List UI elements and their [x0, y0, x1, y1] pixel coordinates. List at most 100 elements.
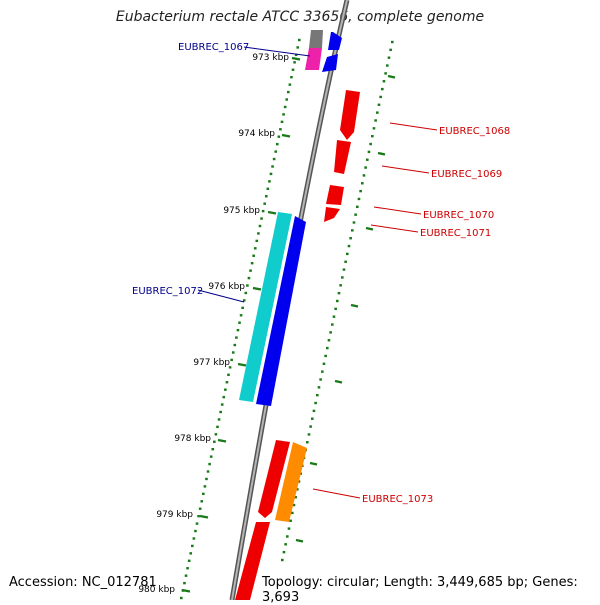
scale-dot: [292, 503, 296, 507]
scale-dot: [377, 103, 381, 106]
gene-label[interactable]: EUBREC_1070: [423, 210, 494, 221]
gene-label[interactable]: EUBREC_1069: [431, 169, 502, 180]
scale-dot: [354, 213, 357, 216]
inner-track-genes: [235, 30, 323, 600]
scale-dot: [331, 323, 334, 326]
scale-dot: [391, 40, 394, 44]
tick-label: 977 kbp: [193, 358, 230, 368]
scale-dot: [208, 462, 211, 466]
scale-dot: [266, 187, 270, 190]
scale-dot: [186, 567, 189, 570]
gene-labels: EUBREC_1067 EUBREC_1068 EUBREC_1069 EUBREC_…: [132, 42, 510, 505]
tick-mark: [237, 362, 247, 367]
minor-tick-mark: [309, 461, 318, 466]
scale-dot: [381, 87, 384, 91]
scale-dot: [241, 306, 244, 310]
scale-dot: [268, 180, 271, 183]
scale-dot: [334, 307, 337, 311]
scale-dot: [329, 331, 332, 334]
scale-dot: [236, 328, 240, 332]
scale-dot: [217, 418, 221, 421]
gene-label[interactable]: EUBREC_1067: [178, 42, 249, 53]
tick-mark: [267, 210, 277, 215]
scale-dot: [197, 514, 200, 518]
scale-dot: [361, 182, 364, 185]
minor-tick-mark: [377, 151, 386, 156]
tick-label: 976 kbp: [208, 282, 245, 292]
scale-dot: [291, 511, 294, 515]
scale-dot: [336, 299, 339, 303]
scale-dot: [252, 254, 255, 257]
scale-dot: [291, 68, 295, 71]
scale-dot: [233, 343, 237, 347]
scale-dot: [261, 209, 265, 213]
scale-dot: [371, 134, 374, 138]
gene-EUBREC_1070[interactable]: [326, 185, 344, 205]
gene-red-inner-1[interactable]: [258, 440, 290, 518]
scale-dot: [321, 370, 324, 373]
scale-dot: [274, 150, 277, 153]
gene-red-inner-2[interactable]: [235, 522, 270, 600]
scale-dot: [306, 441, 309, 444]
scale-dot: [386, 64, 389, 67]
tick-mark: [252, 286, 262, 291]
scale-dot: [317, 386, 321, 389]
gene-blue-top-1[interactable]: [328, 32, 342, 50]
scale-dot: [192, 537, 196, 540]
scale-dot: [387, 56, 391, 59]
scale-dot: [260, 217, 263, 220]
scale-dot: [194, 529, 197, 533]
scale-dot: [253, 247, 257, 250]
scale-dot: [352, 221, 356, 224]
gene-blue-main[interactable]: [256, 216, 306, 406]
scale-dot: [272, 157, 276, 161]
minor-tick-mark: [350, 303, 359, 308]
scale-dot: [183, 581, 186, 585]
scale-dot: [364, 166, 367, 169]
scale-dot: [349, 237, 352, 240]
gene-label[interactable]: EUBREC_1068: [439, 126, 510, 137]
gene-block-gray[interactable]: [309, 30, 323, 48]
gene-callout-line: [381, 165, 430, 174]
scale-dot: [347, 244, 351, 248]
gene-callout-line: [197, 289, 245, 303]
gene-EUBREC_1073[interactable]: [275, 442, 307, 522]
scale-dot: [187, 559, 191, 562]
scale-dot: [309, 425, 312, 428]
scale-dot: [282, 550, 286, 554]
scale-dot: [382, 80, 386, 83]
gene-block-magenta[interactable]: [305, 48, 322, 70]
scale-dot: [203, 485, 207, 488]
scale-dot: [249, 269, 252, 272]
tick-label: 978 kbp: [174, 434, 211, 444]
scale-dot: [220, 403, 224, 406]
gene-EUBREC_1071[interactable]: [324, 207, 340, 222]
scale-dot: [322, 362, 326, 365]
gene-EUBREC_1068[interactable]: [340, 90, 360, 140]
scale-dot: [263, 202, 266, 205]
minor-tick-mark: [365, 226, 374, 231]
scale-dot: [239, 314, 243, 317]
gene-EUBREC_1072[interactable]: [239, 212, 292, 402]
tick-mark: [199, 514, 209, 519]
scale-dot: [202, 492, 205, 496]
scale-dot: [307, 433, 311, 436]
scale-dot: [244, 291, 248, 295]
scale-dot: [341, 276, 344, 279]
scale-dot: [311, 417, 314, 420]
tick-label: 975 kbp: [223, 206, 260, 216]
scale-dot: [257, 232, 260, 235]
scale-dot: [279, 128, 282, 131]
scale-dot: [219, 410, 222, 414]
scale-dot: [332, 315, 336, 318]
scale-dot: [357, 197, 361, 201]
gene-blue-top-2[interactable]: [322, 54, 338, 72]
scale-dot: [222, 395, 226, 399]
tick-label: 980 kbp: [138, 585, 175, 595]
scale-dot: [372, 127, 376, 130]
gene-EUBREC_1069[interactable]: [334, 140, 351, 174]
gene-callout-line: [370, 224, 419, 233]
gene-label[interactable]: EUBREC_1073: [362, 494, 433, 505]
gene-label[interactable]: EUBREC_1072: [132, 286, 203, 297]
gene-label[interactable]: EUBREC_1071: [420, 228, 491, 239]
